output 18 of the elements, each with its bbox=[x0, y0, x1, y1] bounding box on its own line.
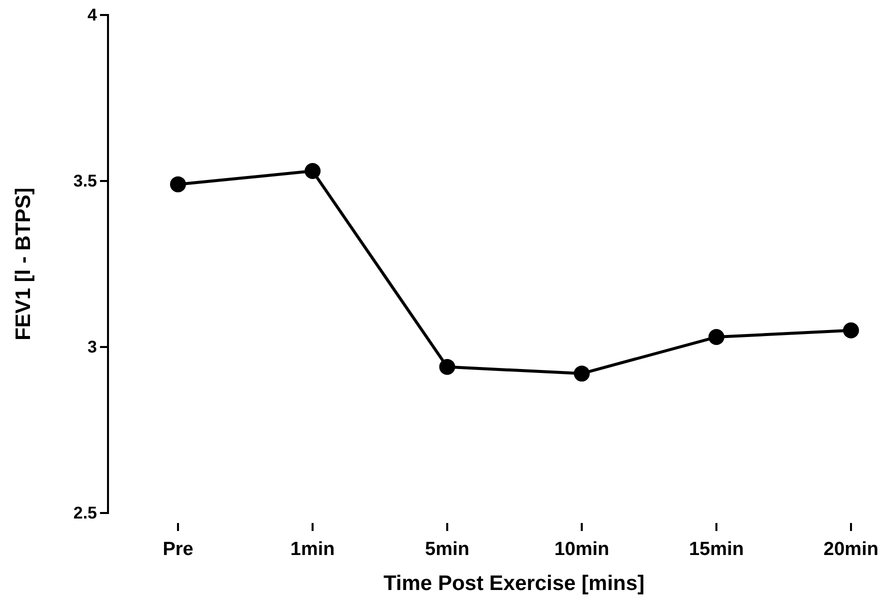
y-tick-label: 2.5 bbox=[73, 503, 97, 522]
point bbox=[843, 322, 859, 338]
y-tick-label: 4 bbox=[88, 5, 98, 24]
y-tick-label: 3.5 bbox=[73, 171, 97, 190]
x-tick-label: 1min bbox=[290, 538, 335, 560]
x-axis-title: Time Post Exercise [mins] bbox=[383, 572, 645, 595]
x-tick-label: 15min bbox=[688, 538, 744, 560]
point bbox=[439, 358, 456, 375]
x-tick-label: 5min bbox=[425, 538, 470, 560]
x-tick-label: 10min bbox=[554, 538, 610, 560]
y-axis-title: FEV1 [l - BTPS] bbox=[12, 188, 35, 340]
x-tick-label: 20min bbox=[824, 538, 878, 560]
x-tick-label: Pre bbox=[162, 538, 194, 560]
point bbox=[574, 366, 590, 382]
point bbox=[304, 163, 321, 180]
point bbox=[170, 176, 186, 192]
y-tick-label: 3 bbox=[88, 337, 97, 356]
point bbox=[708, 329, 724, 346]
